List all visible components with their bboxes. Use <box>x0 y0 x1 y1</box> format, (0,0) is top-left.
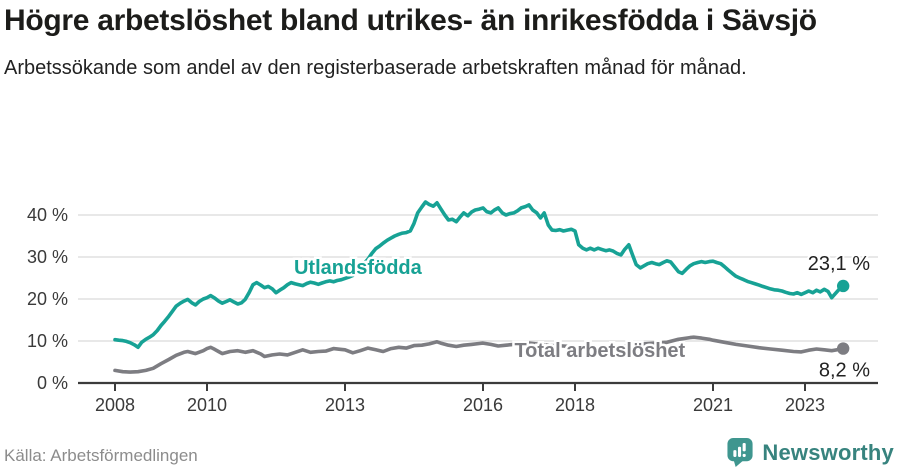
end-value-label-utlandsfodda: 23,1 % <box>808 253 870 275</box>
series-label-total: Total arbetslöshet <box>514 340 685 362</box>
page-title: Högre arbetslöshet bland utrikes- än inr… <box>4 4 817 37</box>
x-tick-label: 2018 <box>555 395 595 415</box>
source-credit: Källa: Arbetsförmedlingen <box>4 446 198 465</box>
series-line-total <box>113 335 846 374</box>
series-end-dot-total <box>836 342 850 355</box>
chart-header: Högre arbetslöshet bland utrikes- än inr… <box>4 2 817 83</box>
series-end-dot-utlandsfodda <box>836 279 850 293</box>
y-tick-label: 20 % <box>27 289 68 309</box>
x-tick-label: 2008 <box>95 395 135 415</box>
series-line-utlandsfodda <box>113 200 846 350</box>
chart-footer: Källa: Arbetsförmedlingen Newsworthy <box>0 434 900 470</box>
x-tick-label: 2016 <box>463 395 503 415</box>
end-value-label-total: 8,2 % <box>819 360 870 382</box>
newsworthy-wordmark: Newsworthy <box>762 439 894 465</box>
x-tick-label: 2010 <box>187 395 227 415</box>
y-tick-label: 0 % <box>37 373 68 393</box>
y-tick-label: 10 % <box>27 331 68 351</box>
x-tick-label: 2023 <box>785 395 825 415</box>
y-tick-label: 30 % <box>27 247 68 267</box>
newsworthy-brand: Newsworthy <box>726 437 894 468</box>
chart-subtitle: Arbetssökande som andel av den registerb… <box>4 57 747 80</box>
series-label-utlandsfodda: Utlandsfödda <box>294 257 423 279</box>
y-tick-label: 40 % <box>27 205 68 225</box>
x-tick-label: 2013 <box>325 395 365 415</box>
x-tick-label: 2021 <box>693 395 733 415</box>
newsworthy-logo-icon <box>727 438 753 467</box>
